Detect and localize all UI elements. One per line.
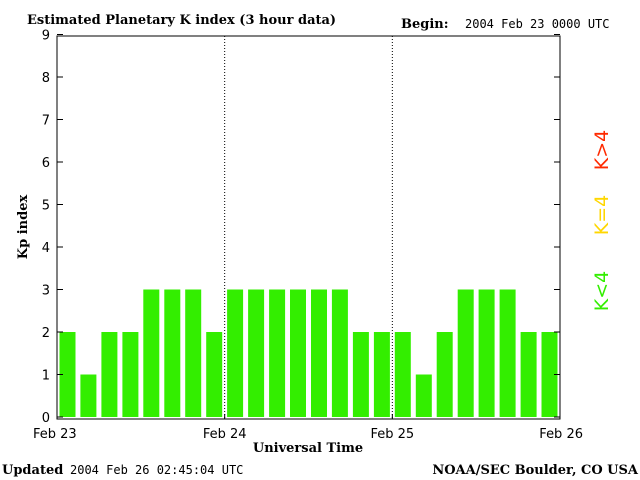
kp-bar-3 — [101, 332, 118, 417]
kp-bar-8 — [206, 332, 223, 417]
chart-title: Estimated Planetary K index (3 hour data… — [27, 13, 336, 28]
kp-bar-11 — [269, 289, 286, 417]
y-tick-label: 0 — [42, 411, 50, 426]
x-day-label: Feb 24 — [203, 427, 247, 442]
y-tick-label: 6 — [42, 156, 50, 171]
y-tick-label: 4 — [42, 241, 50, 256]
kp-bar-16 — [373, 332, 390, 417]
kp-bar-5 — [143, 289, 160, 417]
x-day-label: Feb 25 — [370, 427, 414, 442]
kp-bar-1 — [59, 332, 76, 417]
x-axis-day-labels: Feb 23 Feb 24 Feb 25 Feb 26 — [33, 414, 583, 442]
kp-bar-18 — [415, 374, 432, 417]
y-axis-title: Kp index — [16, 195, 31, 260]
kp-bar-2 — [80, 374, 97, 417]
kp-bar-13 — [311, 289, 327, 417]
y-axis-ticks: 0 1 2 3 4 5 6 7 8 9 — [42, 29, 560, 426]
kp-bar-14 — [331, 289, 348, 417]
y-tick-label: 7 — [42, 114, 50, 129]
kp-bar-19 — [436, 332, 453, 417]
begin-label: Begin: — [401, 17, 449, 32]
kp-bar-21 — [478, 289, 495, 417]
x-day-label: Feb 23 — [33, 427, 77, 442]
kp-bar-17 — [394, 332, 411, 417]
y-tick-label: 2 — [42, 326, 50, 341]
kp-bar-9 — [227, 289, 244, 417]
kp-bar-24 — [541, 332, 558, 417]
legend-k-equal-4: K=4 — [591, 195, 613, 235]
legend-k-greater-4: K>4 — [591, 130, 613, 170]
kp-bar-12 — [290, 289, 306, 417]
kp-bar-23 — [520, 332, 537, 417]
legend-k-less-4: K<4 — [591, 271, 613, 311]
kp-bar-7 — [185, 289, 202, 417]
kp-bar-10 — [248, 289, 265, 417]
kp-bar-20 — [457, 289, 474, 417]
y-tick-label: 3 — [42, 284, 50, 299]
begin-value: 2004 Feb 23 0000 UTC — [465, 17, 610, 31]
updated-value: 2004 Feb 26 02:45:04 UTC — [70, 463, 243, 477]
day-separators — [224, 36, 393, 419]
kp-bar-6 — [164, 289, 181, 417]
plot-frame — [56, 35, 561, 420]
x-day-label: Feb 26 — [539, 427, 583, 442]
kp-bar-4 — [122, 332, 139, 417]
y-tick-label: 8 — [42, 71, 50, 86]
source-credit: NOAA/SEC Boulder, CO USA — [432, 463, 639, 478]
kp-bars — [59, 289, 558, 417]
y-tick-label: 5 — [42, 199, 50, 214]
kp-bar-22 — [499, 289, 516, 417]
y-tick-label: 1 — [42, 369, 50, 384]
y-tick-label: 9 — [42, 29, 50, 44]
x-axis-title: Universal Time — [253, 441, 363, 456]
kp-bar-15 — [352, 332, 369, 417]
updated-label: Updated — [2, 463, 63, 478]
